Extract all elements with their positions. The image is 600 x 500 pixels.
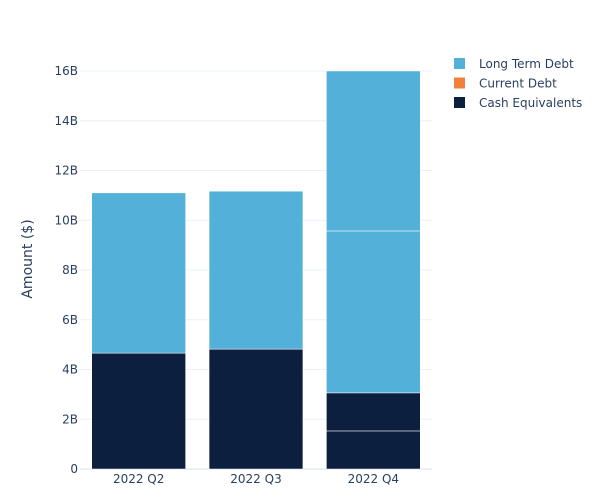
legend-label: Current Debt <box>479 77 557 91</box>
x-tick-label: 2022 Q3 <box>230 472 281 486</box>
bar-cash-equivalents[interactable] <box>208 348 304 470</box>
y-tick-label: 2B <box>62 412 78 426</box>
y-axis-ticks: 0 2B 4B 6B 8B 10B 12B 14B 16B <box>54 64 78 476</box>
y-tick-label: 0 <box>70 462 78 476</box>
y-tick-label: 14B <box>54 114 78 128</box>
bar-long-term-debt[interactable] <box>326 230 421 394</box>
y-tick-label: 8B <box>62 263 78 277</box>
bar-long-term-debt[interactable] <box>91 192 186 354</box>
legend-swatch <box>454 58 465 69</box>
y-tick-label: 12B <box>54 164 78 178</box>
bar-long-term-debt[interactable] <box>208 190 304 350</box>
x-axis-ticks: 2022 Q2 2022 Q3 2022 Q4 <box>113 472 399 486</box>
x-tick-label: 2022 Q4 <box>348 472 399 486</box>
y-tick-label: 4B <box>62 363 78 377</box>
legend-item[interactable]: Cash Equivalents <box>454 96 582 110</box>
legend-label: Long Term Debt <box>479 57 574 71</box>
y-tick-label: 6B <box>62 313 78 327</box>
y-tick-label: 16B <box>54 64 78 78</box>
bar-cash-equivalents[interactable] <box>91 352 186 470</box>
x-tick-label: 2022 Q2 <box>113 472 164 486</box>
bar-cash-equivalents[interactable] <box>326 392 421 432</box>
legend-item[interactable]: Current Debt <box>454 77 557 91</box>
y-axis-title: Amount ($) <box>20 219 36 298</box>
bars <box>91 70 421 470</box>
legend-swatch <box>454 77 465 89</box>
legend-item[interactable]: Long Term Debt <box>454 57 574 71</box>
bar-cash-equivalents[interactable] <box>326 430 421 470</box>
bar-long-term-debt[interactable] <box>326 70 421 232</box>
legend[interactable]: Long Term Debt Current Debt Cash Equivalen… <box>454 57 582 110</box>
legend-label: Cash Equivalents <box>479 96 582 110</box>
legend-swatch <box>454 97 465 108</box>
y-tick-label: 10B <box>54 213 78 227</box>
